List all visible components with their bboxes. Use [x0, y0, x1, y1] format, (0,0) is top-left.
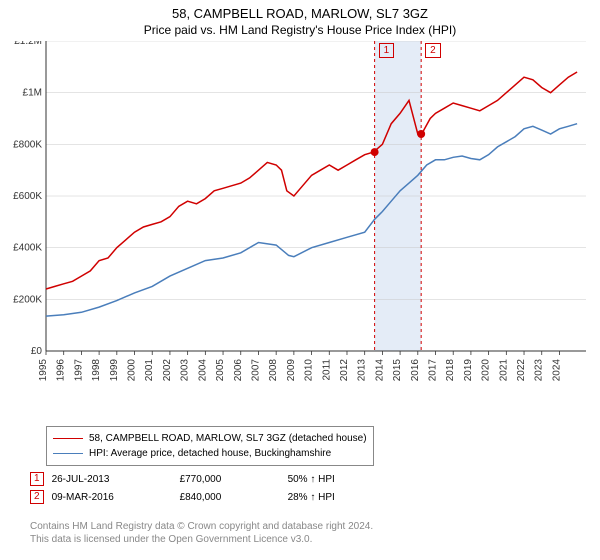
chart-title: 58, CAMPBELL ROAD, MARLOW, SL7 3GZ [0, 0, 600, 21]
xtick-label: 1995 [38, 359, 49, 382]
sale-point-marker [417, 130, 425, 138]
legend-box: 58, CAMPBELL ROAD, MARLOW, SL7 3GZ (deta… [46, 426, 374, 466]
ytick-label: £1M [23, 88, 42, 99]
ytick-label: £400K [13, 243, 42, 254]
event-marker-label: 1 [379, 43, 395, 58]
legend-row-property: 58, CAMPBELL ROAD, MARLOW, SL7 3GZ (deta… [53, 431, 367, 446]
xtick-label: 2021 [498, 359, 509, 382]
event-number-badge: 1 [30, 472, 44, 486]
xtick-label: 2017 [428, 359, 439, 382]
xtick-label: 2003 [180, 359, 191, 382]
legend-swatch-property [53, 438, 83, 439]
event-pct: 50% ↑ HPI [288, 474, 398, 485]
xtick-label: 1996 [56, 359, 67, 382]
xtick-label: 2000 [127, 359, 138, 382]
xtick-label: 2009 [286, 359, 297, 382]
footnote-line-2: This data is licensed under the Open Gov… [30, 533, 586, 546]
ytick-label: £0 [31, 346, 43, 357]
ytick-label: £1.2M [14, 41, 42, 47]
xtick-label: 2004 [197, 359, 208, 382]
xtick-label: 2006 [233, 359, 244, 382]
series-line-hpi [46, 124, 577, 316]
xtick-label: 2018 [445, 359, 456, 382]
event-number-badge: 2 [30, 490, 44, 504]
xtick-label: 2020 [481, 359, 492, 382]
xtick-label: 2014 [374, 359, 385, 382]
ytick-label: £800K [13, 139, 42, 150]
xtick-label: 2011 [321, 359, 332, 381]
event-marker-label: 2 [425, 43, 441, 58]
legend-label-property: 58, CAMPBELL ROAD, MARLOW, SL7 3GZ (deta… [89, 431, 367, 446]
events-table: 1 26-JUL-2013 £770,000 50% ↑ HPI 2 09-MAR-201… [30, 470, 586, 506]
xtick-label: 2019 [463, 359, 474, 382]
xtick-label: 2016 [410, 359, 421, 382]
xtick-label: 2023 [534, 359, 545, 382]
chart-container: 58, CAMPBELL ROAD, MARLOW, SL7 3GZ Price… [0, 0, 600, 560]
xtick-label: 1997 [73, 359, 84, 382]
legend-row-hpi: HPI: Average price, detached house, Buck… [53, 446, 367, 461]
xtick-label: 2001 [144, 359, 155, 382]
legend-label-hpi: HPI: Average price, detached house, Buck… [89, 446, 331, 461]
chart-plot-area: £0 £200K £400K £600K £800K £1M £1.2M 1995 1996 19… [0, 41, 600, 397]
xtick-label: 2022 [516, 359, 527, 382]
xtick-label: 2005 [215, 359, 226, 382]
series-line-property [46, 72, 577, 289]
chart-svg: £0 £200K £400K £600K £800K £1M £1.2M 1995 1996 19… [0, 41, 600, 397]
xtick-label: 2015 [392, 359, 403, 382]
footnote-line-1: Contains HM Land Registry data © Crown c… [30, 520, 586, 533]
xtick-label: 2024 [551, 359, 562, 382]
chart-subtitle: Price paid vs. HM Land Registry's House … [0, 23, 600, 37]
event-pct: 28% ↑ HPI [288, 492, 398, 503]
xtick-label: 2007 [250, 359, 261, 382]
event-date: 09-MAR-2016 [52, 492, 172, 503]
ytick-label: £200K [13, 294, 42, 305]
xtick-label: 2013 [357, 359, 368, 382]
sale-point-marker [371, 148, 379, 156]
xtick-label: 1999 [109, 359, 120, 382]
xtick-label: 1998 [91, 359, 102, 382]
footnote-block: Contains HM Land Registry data © Crown c… [30, 520, 586, 546]
event-date: 26-JUL-2013 [52, 474, 172, 485]
event-row: 1 26-JUL-2013 £770,000 50% ↑ HPI [30, 470, 586, 488]
xtick-label: 2008 [268, 359, 279, 382]
event-price: £770,000 [180, 474, 280, 485]
legend-swatch-hpi [53, 453, 83, 454]
xtick-label: 2002 [162, 359, 173, 382]
xtick-label: 2010 [304, 359, 315, 382]
ytick-label: £600K [13, 191, 42, 202]
event-price: £840,000 [180, 492, 280, 503]
event-row: 2 09-MAR-2016 £840,000 28% ↑ HPI [30, 488, 586, 506]
xtick-label: 2012 [339, 359, 350, 382]
